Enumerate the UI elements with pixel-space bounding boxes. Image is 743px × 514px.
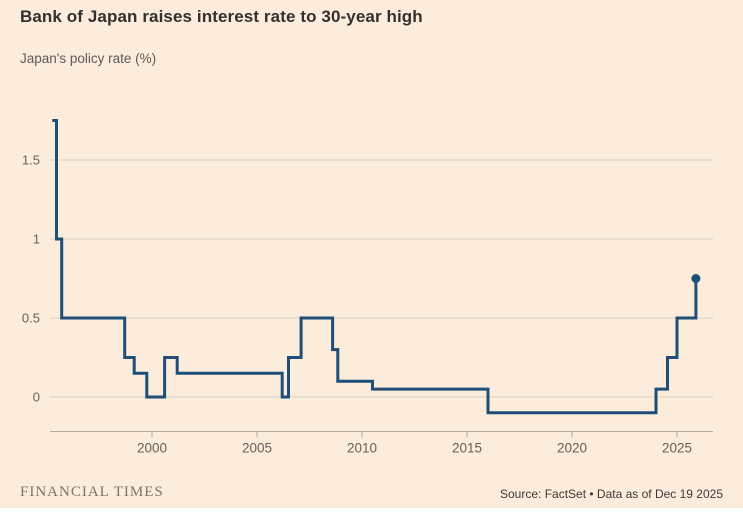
policy-rate-line-chart: 0 0.5 1 1.5 2000 2005 2010 2015 2020 2025 <box>22 119 713 456</box>
chart-title: Bank of Japan raises interest rate to 30… <box>20 7 423 26</box>
ft-wordmark: FINANCIAL TIMES <box>20 484 164 500</box>
x-axis-label-2010: 2010 <box>347 441 377 456</box>
y-axis-label-1: 1 <box>33 232 40 247</box>
x-axis-label-2000: 2000 <box>137 441 167 456</box>
policy-rate-series <box>52 119 698 415</box>
x-axis-label-2020: 2020 <box>557 441 587 456</box>
chart-subtitle: Japan's policy rate (%) <box>20 51 157 66</box>
y-axis-label-1.5: 1.5 <box>22 153 40 168</box>
source-note: Source: FactSet • Data as of Dec 19 2025 <box>500 487 723 501</box>
latest-value-marker <box>691 274 701 283</box>
x-axis-label-2005: 2005 <box>242 441 272 456</box>
y-axis-label-0: 0 <box>33 390 40 405</box>
x-axis-label-2015: 2015 <box>452 441 482 456</box>
x-axis-label-2025: 2025 <box>662 441 692 456</box>
y-axis-label-0.5: 0.5 <box>22 311 40 326</box>
